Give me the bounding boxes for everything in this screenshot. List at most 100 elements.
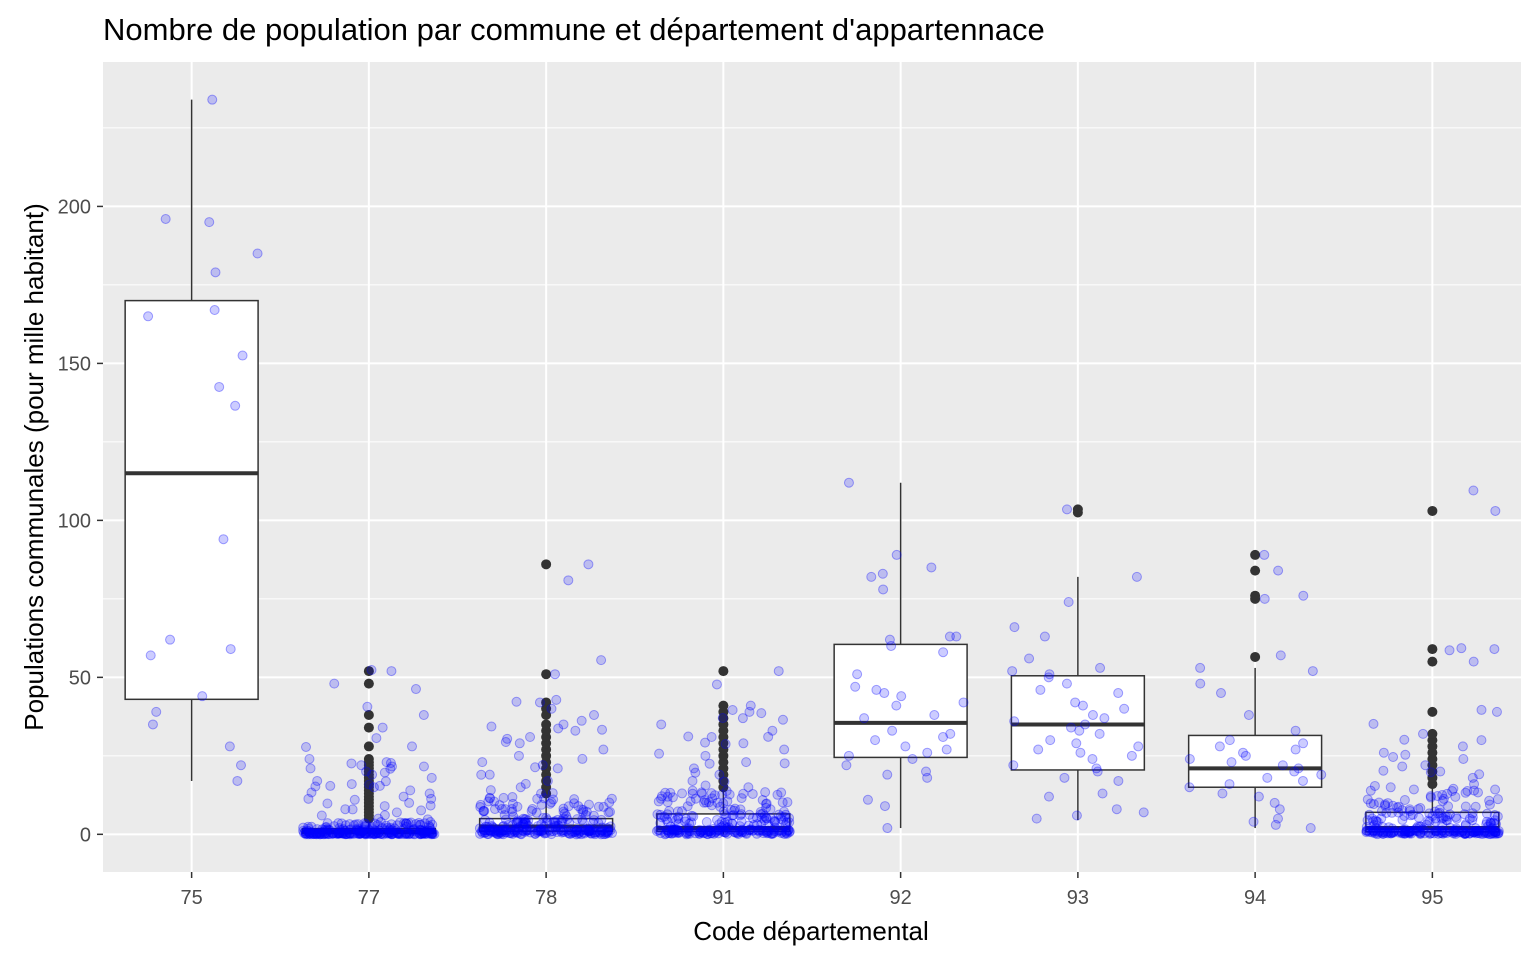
jitter-point	[688, 763, 699, 774]
jitter-point	[668, 824, 679, 835]
jitter-point	[761, 813, 772, 824]
jitter-point	[1460, 828, 1471, 839]
jitter-point	[551, 827, 562, 838]
jitter-point	[734, 821, 745, 832]
jitter-point	[605, 821, 616, 832]
jitter-point	[1468, 827, 1479, 838]
jitter-point	[588, 815, 599, 826]
jitter-point	[323, 825, 334, 836]
jitter-point	[578, 807, 589, 818]
jitter-point	[382, 828, 393, 839]
jitter-point	[478, 805, 489, 816]
jitter-point	[354, 829, 365, 840]
jitter-point	[507, 828, 518, 839]
jitter-point	[320, 822, 331, 833]
jitter-point	[1277, 760, 1288, 771]
jitter-point	[358, 824, 369, 835]
jitter-point	[579, 828, 590, 839]
jitter-point	[763, 825, 774, 836]
jitter-point	[735, 804, 746, 815]
jitter-point	[511, 825, 522, 836]
jitter-point	[558, 806, 569, 817]
jitter-point	[384, 827, 395, 838]
jitter-point	[673, 827, 684, 838]
jitter-point	[1388, 826, 1399, 837]
jitter-point	[1470, 826, 1481, 837]
jitter-point	[1490, 505, 1501, 516]
jitter-point	[500, 827, 511, 838]
jitter-point	[415, 824, 426, 835]
jitter-point	[1253, 791, 1264, 802]
jitter-point	[303, 823, 314, 834]
jitter-point	[1421, 819, 1432, 830]
jitter-point	[661, 824, 672, 835]
jitter-point	[422, 814, 433, 825]
jitter-point	[782, 825, 793, 836]
jitter-point	[483, 796, 494, 807]
jitter-point	[1423, 815, 1434, 826]
jitter-point	[660, 787, 671, 798]
jitter-point	[334, 827, 345, 838]
jitter-point	[489, 827, 500, 838]
jitter-point	[877, 568, 888, 579]
jitter-point	[207, 94, 218, 105]
jitter-point	[583, 826, 594, 837]
jitter-point	[408, 824, 419, 835]
jitter-point	[879, 688, 890, 699]
jitter-point	[720, 739, 731, 750]
jitter-point	[663, 826, 674, 837]
jitter-point	[425, 826, 436, 837]
jitter-point	[492, 825, 503, 836]
jitter-point	[577, 814, 588, 825]
jitter-point	[757, 795, 768, 806]
jitter-point	[590, 829, 601, 840]
jitter-point	[1470, 823, 1481, 834]
jitter-point	[690, 767, 701, 778]
jitter-point	[518, 826, 529, 837]
jitter-point	[415, 820, 426, 831]
jitter-point	[727, 704, 738, 715]
jitter-point	[1459, 809, 1470, 820]
jitter-point	[718, 820, 729, 831]
jitter-point	[668, 824, 679, 835]
jitter-point	[1399, 828, 1410, 839]
jitter-point	[414, 828, 425, 839]
jitter-point	[484, 825, 495, 836]
jitter-point	[512, 815, 523, 826]
jitter-point	[355, 826, 366, 837]
jitter-point	[530, 762, 541, 773]
jitter-point	[655, 818, 666, 829]
jitter-point	[1386, 807, 1397, 818]
jitter-point	[304, 828, 315, 839]
jitter-point	[339, 825, 350, 836]
jitter-point	[563, 827, 574, 838]
jitter-point	[374, 825, 385, 836]
jitter-point	[1380, 827, 1391, 838]
jitter-point	[683, 824, 694, 835]
jitter-point	[1293, 763, 1304, 774]
jitter-point	[1460, 819, 1471, 830]
jitter-point	[741, 828, 752, 839]
jitter-point	[1033, 744, 1044, 755]
jitter-point	[1419, 825, 1430, 836]
jitter-point	[344, 828, 355, 839]
jitter-point	[507, 820, 518, 831]
jitter-point	[546, 829, 557, 840]
jitter-point	[232, 775, 243, 786]
jitter-point	[565, 828, 576, 839]
jitter-point	[345, 829, 356, 840]
jitter-point	[1433, 808, 1444, 819]
jitter-point	[1119, 703, 1130, 714]
jitter-point	[1074, 725, 1085, 736]
jitter-point	[736, 809, 747, 820]
jitter-point	[755, 807, 766, 818]
jitter-point	[364, 779, 375, 790]
jitter-point	[1184, 753, 1195, 764]
jitter-point	[761, 802, 772, 813]
jitter-point	[759, 815, 770, 826]
jitter-point	[662, 791, 673, 802]
jitter-point	[355, 828, 366, 839]
jitter-point	[699, 795, 710, 806]
jitter-point	[553, 723, 564, 734]
jitter-point	[1423, 827, 1434, 838]
